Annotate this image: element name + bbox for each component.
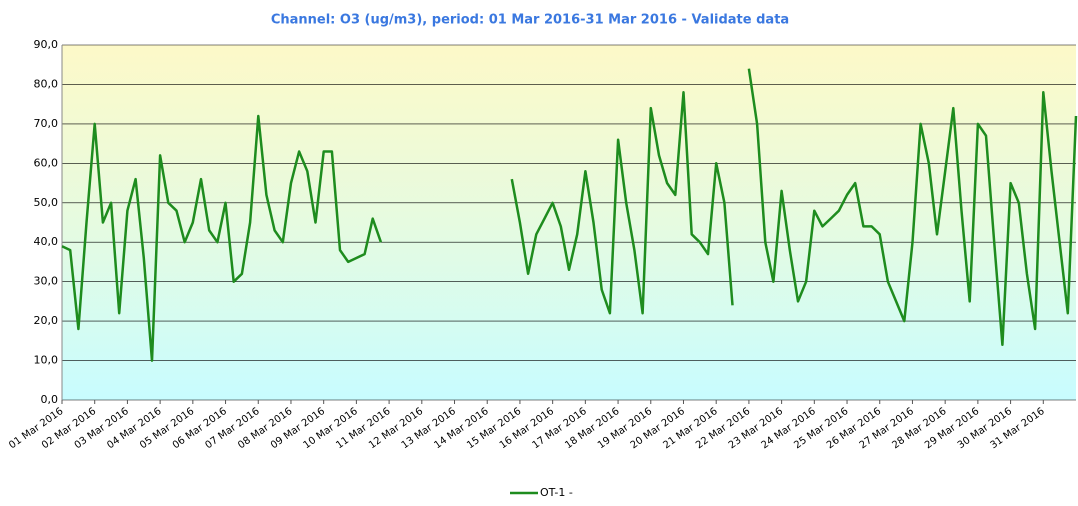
y-tick-label: 0,0 [41, 393, 59, 406]
data-line [61, 68, 1078, 362]
plot-area [62, 45, 1076, 400]
y-tick-label: 90,0 [34, 38, 59, 51]
y-tick-label: 10,0 [34, 354, 59, 367]
y-tick-label: 20,0 [34, 314, 59, 327]
y-tick-label: 70,0 [34, 117, 59, 130]
y-tick-label: 50,0 [34, 196, 59, 209]
y-tick-label: 80,0 [34, 77, 59, 90]
y-tick-label: 40,0 [34, 235, 59, 248]
y-tick-label: 30,0 [34, 275, 59, 288]
y-tick-label: 60,0 [34, 156, 59, 169]
legend-label: OT-1 - [540, 486, 573, 499]
x-tick-label: 01 Mar 2016 [7, 406, 65, 451]
chart-title: Channel: O3 (ug/m3), period: 01 Mar 2016… [271, 13, 789, 28]
